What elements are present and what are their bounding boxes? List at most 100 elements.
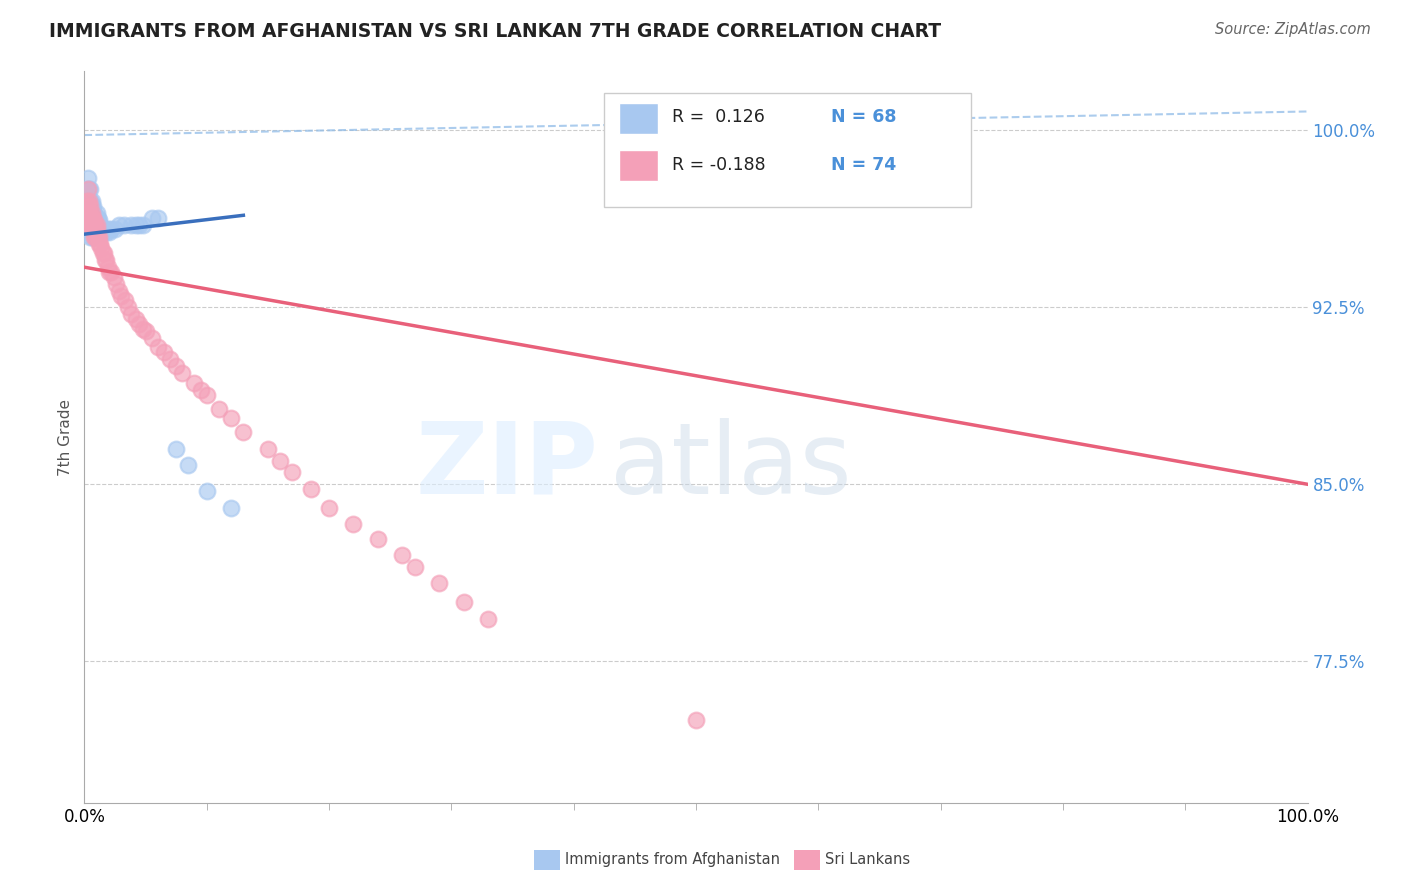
Point xyxy=(165,442,187,456)
Point xyxy=(84,211,107,225)
Point xyxy=(367,532,389,546)
Point xyxy=(77,222,100,236)
Point xyxy=(82,225,104,239)
Text: Sri Lankans: Sri Lankans xyxy=(825,853,911,867)
Text: Immigrants from Afghanistan: Immigrants from Afghanistan xyxy=(565,853,780,867)
Point xyxy=(153,345,176,359)
Point xyxy=(427,576,450,591)
Point xyxy=(89,225,111,239)
Point xyxy=(87,218,110,232)
Point xyxy=(79,218,101,232)
Point xyxy=(100,265,122,279)
Point xyxy=(269,453,291,467)
Point xyxy=(146,211,169,225)
Text: N = 68: N = 68 xyxy=(831,109,896,127)
Point xyxy=(84,218,107,232)
Point xyxy=(76,182,98,196)
Text: atlas: atlas xyxy=(610,417,852,515)
Point xyxy=(141,211,163,225)
Point xyxy=(89,218,111,232)
Point xyxy=(77,199,100,213)
Point xyxy=(77,199,100,213)
Point xyxy=(79,222,101,236)
Point xyxy=(89,236,111,251)
Point xyxy=(107,284,129,298)
Text: IMMIGRANTS FROM AFGHANISTAN VS SRI LANKAN 7TH GRADE CORRELATION CHART: IMMIGRANTS FROM AFGHANISTAN VS SRI LANKA… xyxy=(49,22,942,41)
Point xyxy=(80,229,103,244)
Point xyxy=(165,359,187,374)
Point xyxy=(107,218,129,232)
Point xyxy=(135,324,157,338)
Point xyxy=(342,517,364,532)
Point xyxy=(159,352,181,367)
Text: ZIP: ZIP xyxy=(415,417,598,515)
Text: R =  0.126: R = 0.126 xyxy=(672,109,765,127)
Point xyxy=(83,222,105,236)
Point xyxy=(281,466,304,480)
Point xyxy=(87,229,110,244)
Point xyxy=(82,199,104,213)
Y-axis label: 7th Grade: 7th Grade xyxy=(58,399,73,475)
Point xyxy=(219,500,242,515)
Point xyxy=(79,194,101,208)
Point xyxy=(97,260,120,275)
Point xyxy=(208,401,231,416)
Point xyxy=(93,222,115,236)
Point xyxy=(77,194,100,208)
Point xyxy=(96,225,118,239)
Point xyxy=(83,211,105,225)
Point xyxy=(79,199,101,213)
Point xyxy=(87,222,110,236)
Point xyxy=(86,218,108,232)
Point xyxy=(86,218,108,232)
Point xyxy=(477,612,499,626)
Point xyxy=(84,229,107,244)
Point xyxy=(82,211,104,225)
Point xyxy=(86,225,108,239)
Point xyxy=(77,189,100,203)
Point xyxy=(77,182,100,196)
Point xyxy=(96,253,118,268)
Point xyxy=(685,170,707,185)
Point xyxy=(132,321,155,335)
Point xyxy=(79,206,101,220)
Point xyxy=(86,229,108,244)
Point xyxy=(80,206,103,220)
Point xyxy=(83,218,105,232)
Point xyxy=(105,277,128,291)
Point xyxy=(299,482,322,496)
Point xyxy=(83,206,105,220)
Point xyxy=(110,288,132,302)
Point xyxy=(391,548,413,562)
Point xyxy=(83,213,105,227)
Point xyxy=(97,265,120,279)
Point xyxy=(97,222,120,236)
Point xyxy=(114,293,136,308)
Bar xyxy=(619,151,658,181)
Point xyxy=(104,222,127,236)
Point xyxy=(87,213,110,227)
Point xyxy=(93,246,115,260)
Bar xyxy=(619,103,658,134)
Point xyxy=(87,222,110,236)
Text: R = -0.188: R = -0.188 xyxy=(672,156,765,174)
Point xyxy=(90,241,112,255)
Point xyxy=(80,206,103,220)
Point xyxy=(141,331,163,345)
Point xyxy=(128,317,150,331)
Point xyxy=(77,206,100,220)
Point xyxy=(453,595,475,609)
Point xyxy=(132,218,155,232)
Point xyxy=(77,213,100,227)
Point xyxy=(685,713,707,727)
Point xyxy=(112,218,135,232)
Point xyxy=(97,225,120,239)
Point xyxy=(79,199,101,213)
Point xyxy=(82,218,104,232)
Point xyxy=(177,458,200,473)
Point xyxy=(79,211,101,225)
Point xyxy=(82,222,104,236)
Point xyxy=(77,218,100,232)
Point xyxy=(80,199,103,213)
Point xyxy=(79,206,101,220)
